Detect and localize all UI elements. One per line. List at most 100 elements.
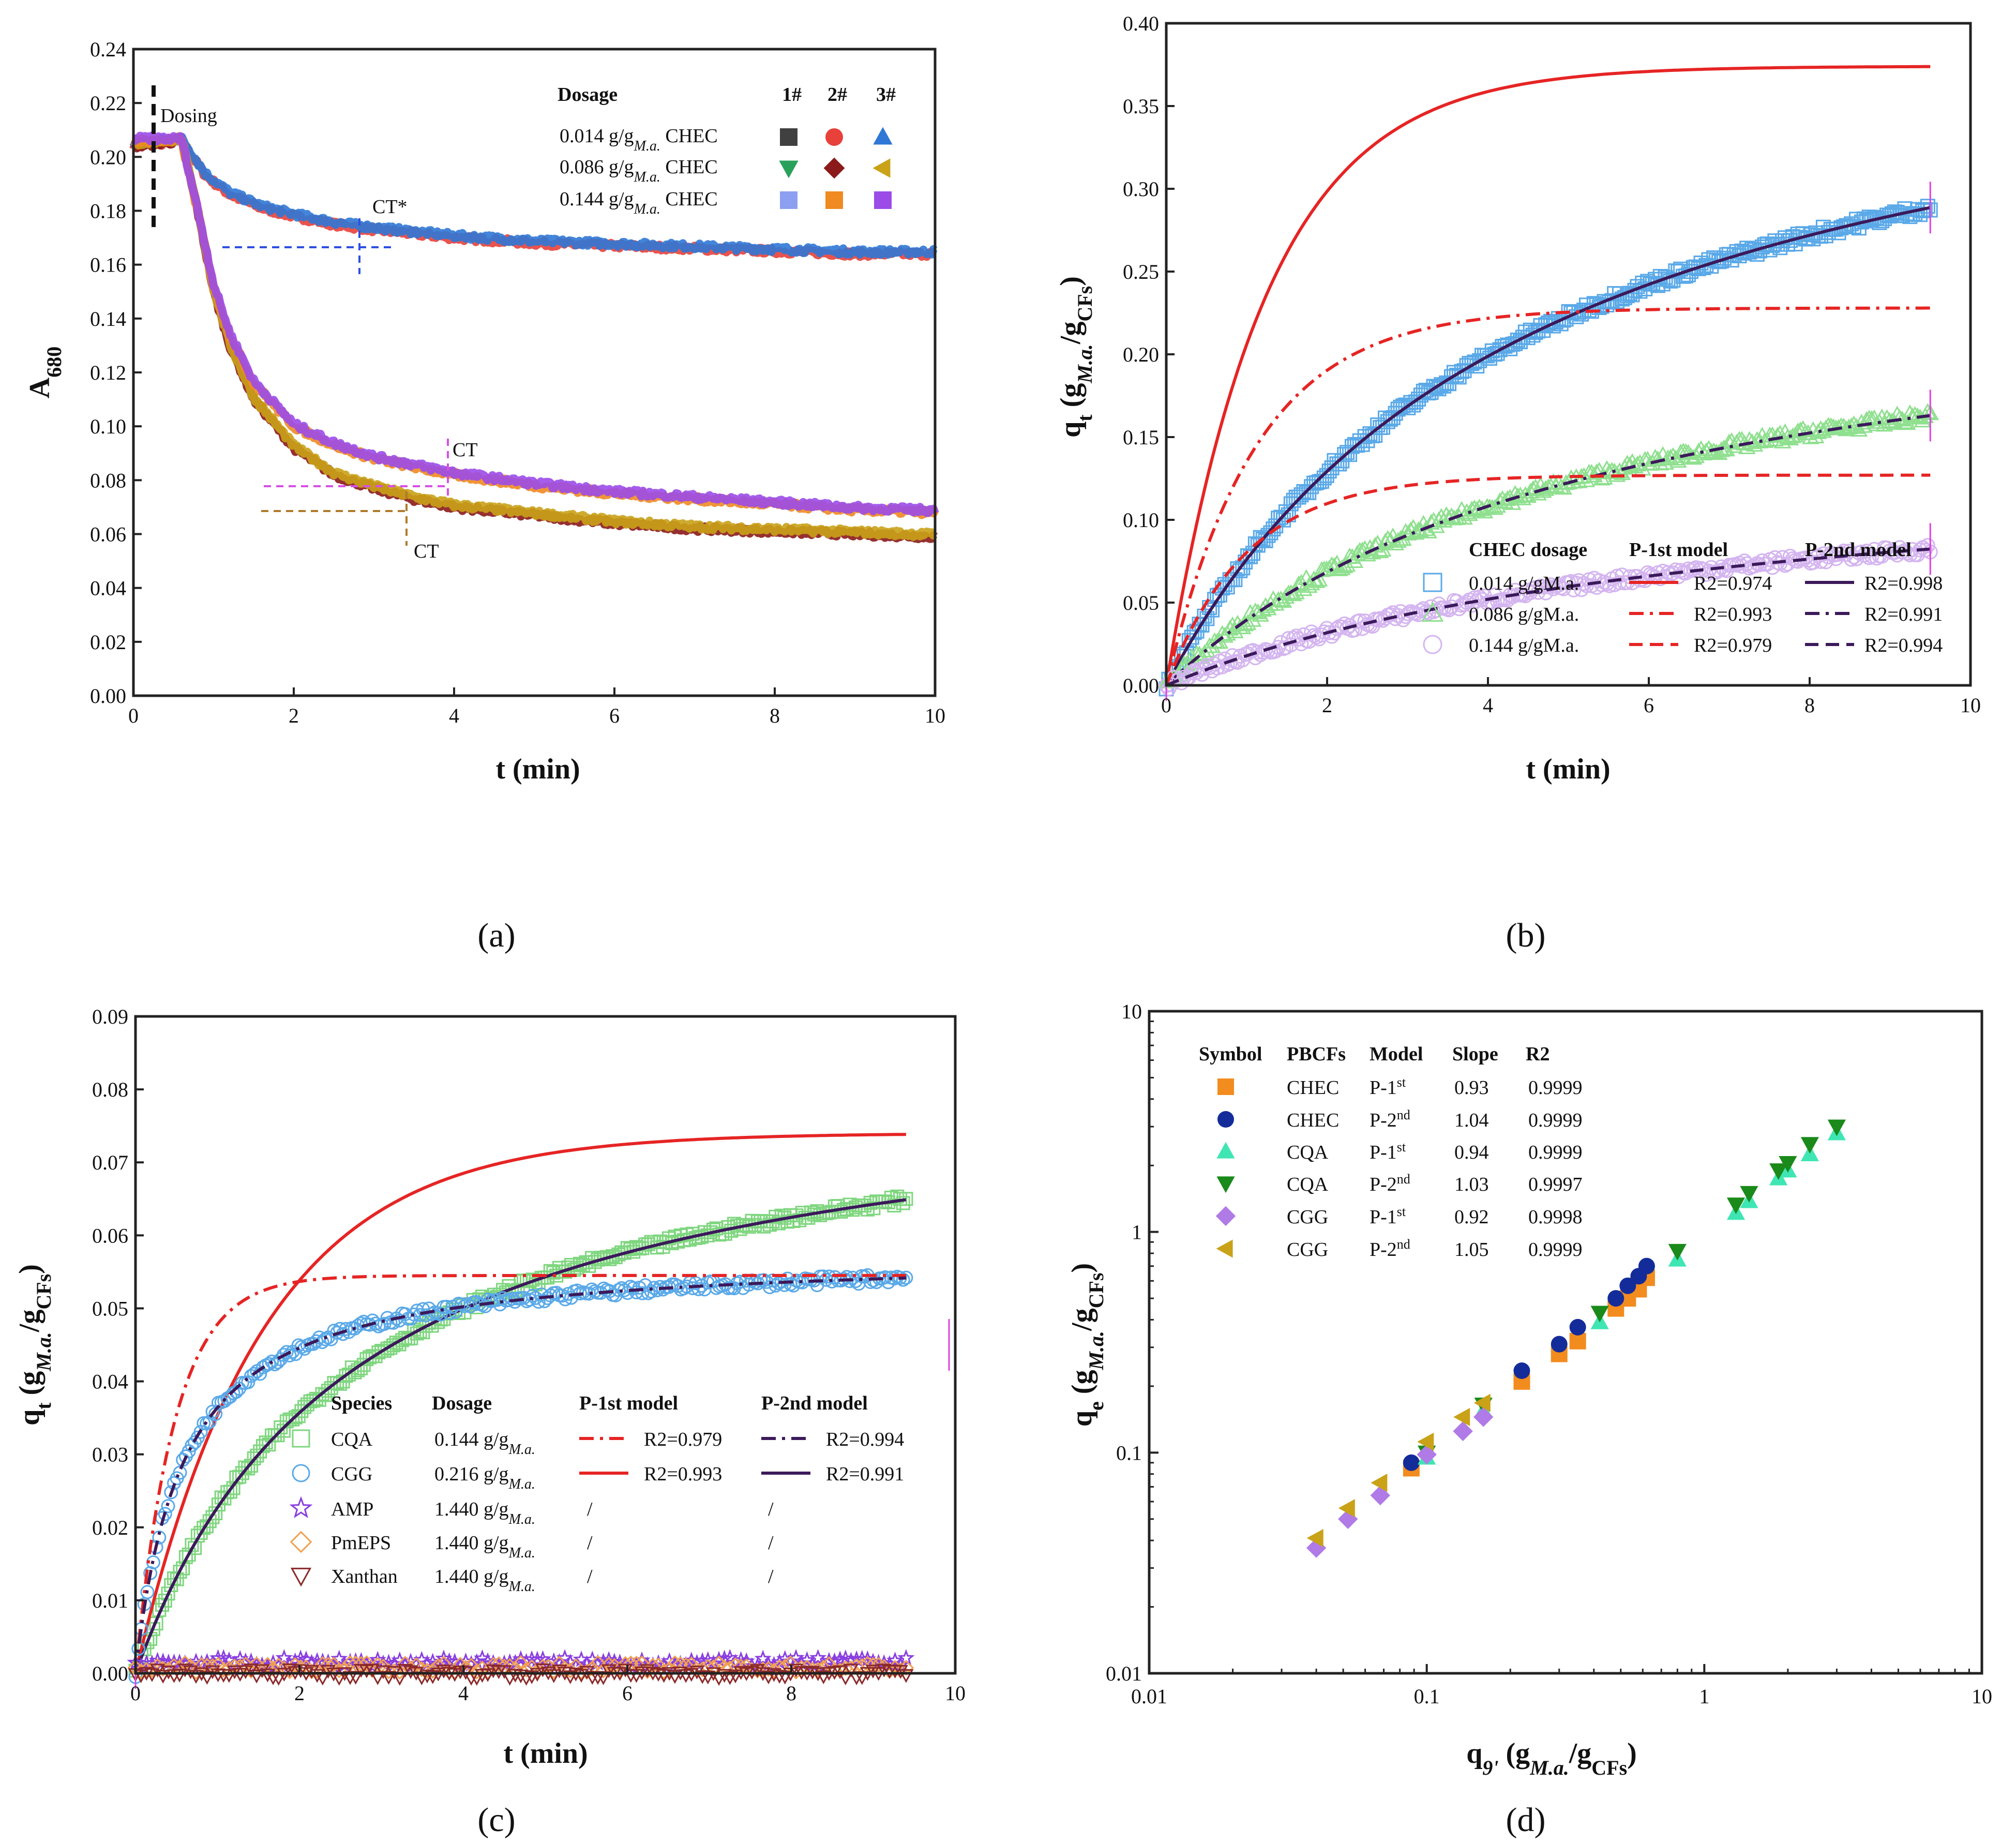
panel-d-legend: Symbol PBCFs Model Slope R2 CHEC P-1st 0.9… — [1199, 1043, 1583, 1261]
data-point — [247, 1367, 261, 1381]
panel-c-ylabel: qt (gM.a./gCFs) — [13, 1264, 55, 1426]
data-point — [717, 1669, 732, 1683]
y-tick-label: 0.06 — [92, 1224, 128, 1247]
data-point — [152, 1530, 167, 1545]
data-point — [1186, 663, 1202, 678]
legend-c-species: CQA — [331, 1429, 373, 1450]
legend-a-marker — [779, 160, 799, 178]
data-point — [1830, 419, 1847, 435]
data-point — [205, 1665, 220, 1680]
data-point — [1700, 440, 1718, 456]
panel-c-frame — [134, 1015, 957, 1675]
data-point — [1646, 448, 1664, 465]
data-point — [1266, 521, 1281, 537]
data-point — [199, 1671, 215, 1685]
data-point — [574, 1669, 589, 1683]
data-point — [896, 1272, 910, 1287]
data-point — [816, 1670, 831, 1685]
annotation-ct-star: CT* — [372, 196, 408, 218]
data-point — [403, 1665, 418, 1680]
data-point — [691, 1282, 706, 1296]
legend-c-header-p1: P-1st model — [579, 1392, 678, 1414]
panel-d: 0.01 0.1 1 10 0.01 0.1 1 10 q9' (gM.a./gCFs) qe… — [1066, 1000, 1992, 1839]
data-point — [694, 1652, 711, 1669]
series-b-2 — [1159, 473, 1938, 697]
data-point — [1199, 611, 1215, 626]
data-point — [870, 1657, 887, 1673]
data-point — [1304, 479, 1319, 494]
p2-fit-line — [134, 1198, 907, 1674]
legend-a-header-2: 2# — [828, 84, 847, 106]
y-tick-label: 0.00 — [90, 684, 126, 708]
legend-b-dosage: 0.144 g/gM.a. — [1469, 635, 1579, 656]
data-point — [260, 1668, 276, 1683]
legend-c-p1-na: / — [587, 1566, 593, 1587]
y-tick-label: 1 — [1132, 1221, 1142, 1244]
legend-d-header-slope: Slope — [1452, 1043, 1498, 1065]
x-tick-label: 0.1 — [1414, 1685, 1440, 1708]
data-point — [1268, 643, 1284, 659]
legend-c-dosage: 1.440 g/gM.a. — [434, 1532, 535, 1561]
data-point — [337, 1661, 353, 1678]
data-point — [529, 1651, 546, 1668]
legend-d-slope: 0.92 — [1454, 1206, 1489, 1228]
data-point — [1413, 387, 1428, 403]
legend-d-marker — [1216, 1176, 1235, 1193]
series-a-trace — [130, 133, 939, 519]
data-point — [777, 1278, 792, 1292]
p2-fit-line — [1165, 206, 1931, 686]
data-point — [1859, 544, 1874, 559]
legend-a-header-1: 1# — [782, 84, 802, 106]
data-point — [1374, 541, 1392, 557]
legend-d-slope: 0.93 — [1454, 1077, 1489, 1099]
data-point — [710, 1651, 728, 1668]
x-tick-label: 1 — [1699, 1685, 1709, 1708]
data-point — [1453, 1407, 1470, 1427]
legend-b-header-p1: P-1st model — [1629, 539, 1728, 561]
data-point — [183, 1665, 199, 1680]
panel-d-label: (d) — [1506, 1801, 1546, 1839]
panel-d-xlabel: q9' (gM.a./gCFs) — [1466, 1737, 1637, 1779]
data-point — [1382, 607, 1398, 622]
panel-b-legend: CHEC dosage P-1st model P-2nd model 0.01… — [1421, 539, 1943, 656]
data-point — [348, 1655, 364, 1672]
legend-d-model: P-1st — [1370, 1204, 1406, 1228]
data-point — [1244, 611, 1262, 627]
data-point — [348, 1671, 364, 1685]
x-tick-label: 8 — [1804, 694, 1815, 717]
data-point — [1780, 556, 1795, 572]
x-tick-label: 0 — [128, 704, 139, 727]
p1-fit-line — [1165, 306, 1931, 686]
data-point — [1296, 484, 1312, 499]
legend-b-header-dosage: CHEC dosage — [1469, 539, 1587, 561]
y-tick-label: 0.10 — [90, 415, 126, 438]
p2-fit-line — [1165, 414, 1931, 687]
data-point — [1740, 1186, 1758, 1203]
data-point — [860, 1656, 876, 1672]
data-point — [1349, 438, 1365, 453]
x-tick-label: 6 — [622, 1682, 633, 1705]
data-point — [1306, 1538, 1327, 1558]
legend-b-p1-r2: R2=0.993 — [1694, 604, 1772, 625]
y-tick-label: 0.20 — [90, 145, 126, 169]
y-tick-label: 0.05 — [1123, 591, 1159, 614]
data-point — [1569, 1318, 1586, 1336]
data-point — [208, 1506, 223, 1521]
data-point — [138, 1654, 155, 1671]
data-point — [1919, 403, 1937, 419]
data-point — [762, 1280, 777, 1294]
panel-a-xlabel: t (min) — [495, 753, 580, 785]
legend-d-slope: 1.04 — [1454, 1110, 1489, 1131]
data-point — [442, 1306, 457, 1320]
legend-a-row-2: 0.086 g/gM.a. CHEC — [560, 156, 718, 185]
legend-c-species: PmEPS — [331, 1532, 391, 1554]
data-point — [480, 1668, 495, 1682]
x-tick-label: 8 — [786, 1682, 796, 1705]
data-point — [1344, 439, 1360, 454]
legend-b-p2-r2: R2=0.998 — [1864, 573, 1943, 594]
p1-fit-line — [134, 1133, 906, 1674]
legend-d-r2: 0.9999 — [1528, 1239, 1583, 1261]
data-point — [1387, 534, 1405, 551]
panel-b-xlabel: t (min) — [1526, 753, 1610, 785]
legend-c-p2-na: / — [768, 1498, 774, 1520]
